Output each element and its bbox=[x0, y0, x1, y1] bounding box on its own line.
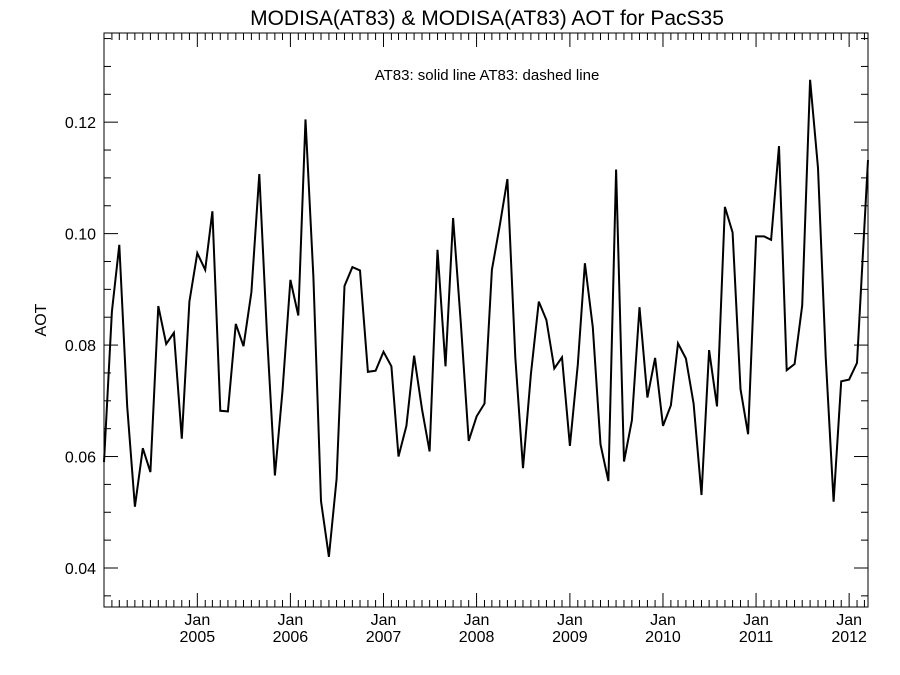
y-tick-label: 0.12 bbox=[65, 115, 96, 132]
y-tick-label: 0.04 bbox=[65, 561, 96, 578]
x-tick-label-month: Jan bbox=[557, 612, 583, 629]
x-tick-label-year: 2011 bbox=[739, 629, 774, 646]
x-tick-label-month: Jan bbox=[464, 612, 490, 629]
x-tick-label-year: 2006 bbox=[273, 629, 309, 646]
y-axis-ticks: 0.04 0.06 0.08 0.10 0.12 bbox=[65, 38, 868, 597]
x-tick-label-year: 2008 bbox=[459, 629, 495, 646]
y-tick-label: 0.06 bbox=[65, 450, 96, 467]
x-tick-label-month: Jan bbox=[743, 612, 769, 629]
x-axis-ticks: Jan2005Jan2006Jan2007Jan2008Jan2009Jan20… bbox=[111, 33, 867, 646]
x-tick-label-month: Jan bbox=[371, 612, 397, 629]
x-tick-label-month: Jan bbox=[836, 612, 862, 629]
y-tick-label: 0.08 bbox=[65, 338, 96, 355]
chart-title: MODISA(AT83) & MODISA(AT83) AOT for PacS… bbox=[250, 7, 724, 30]
x-tick-label-month: Jan bbox=[278, 612, 304, 629]
x-tick-label-year: 2005 bbox=[180, 629, 216, 646]
x-tick-label-year: 2012 bbox=[831, 629, 867, 646]
aot-series-line bbox=[103, 79, 869, 557]
x-tick-label-year: 2010 bbox=[645, 629, 681, 646]
x-tick-label-month: Jan bbox=[184, 612, 210, 629]
x-tick-label-month: Jan bbox=[650, 612, 676, 629]
series-layer bbox=[103, 79, 869, 557]
legend-text: AT83: solid line AT83: dashed line bbox=[375, 67, 600, 84]
y-axis-label: AOT bbox=[33, 303, 50, 336]
plot-frame bbox=[103, 32, 869, 608]
y-tick-label: 0.10 bbox=[65, 227, 96, 244]
x-tick-label-year: 2007 bbox=[366, 629, 402, 646]
x-tick-label-year: 2009 bbox=[552, 629, 588, 646]
